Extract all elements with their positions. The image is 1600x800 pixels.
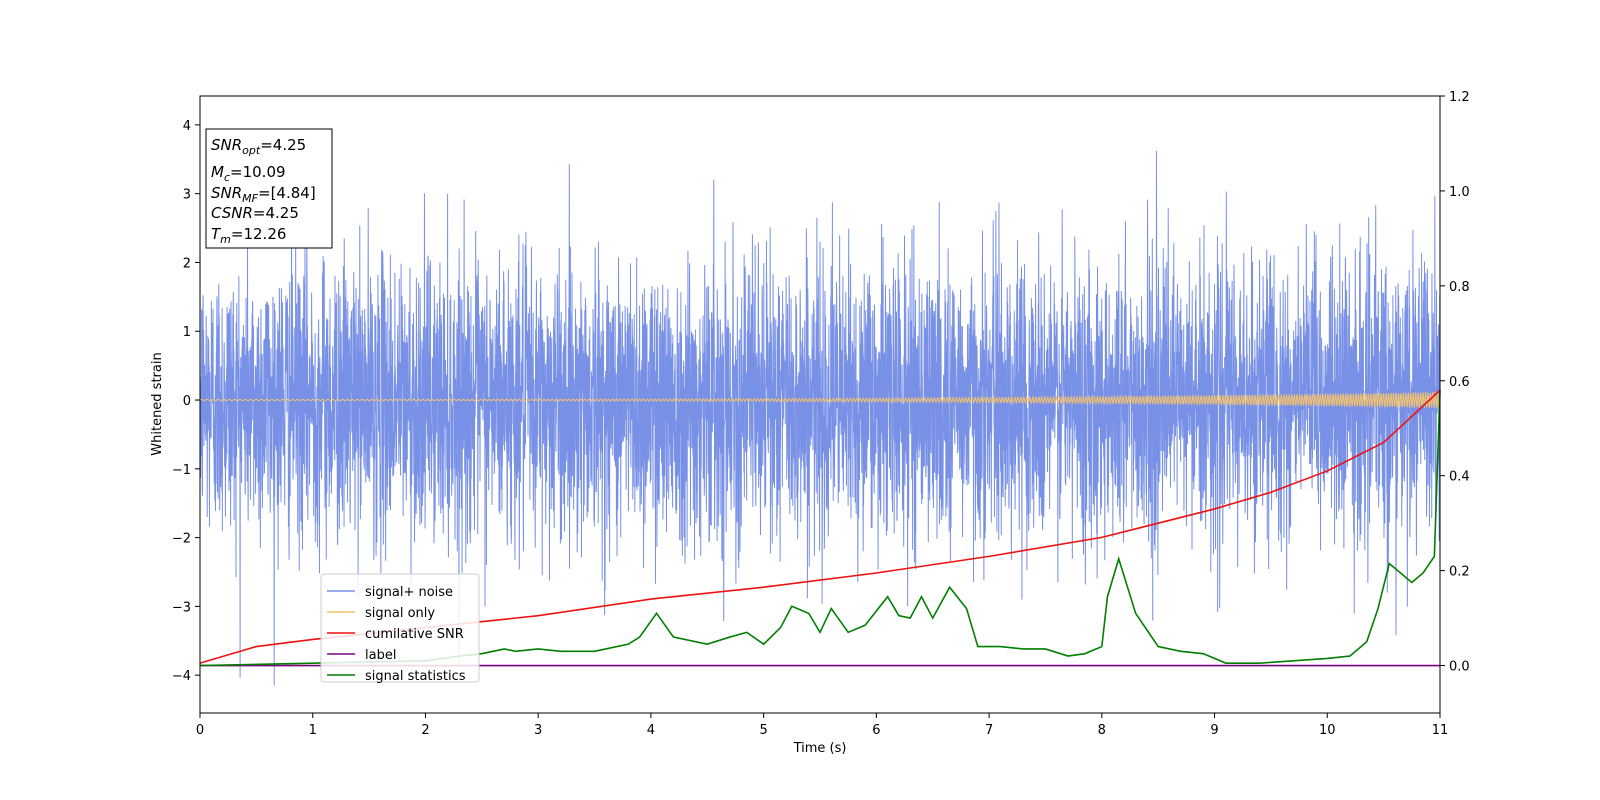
x-axis: 0 1 2 3 4 5 6 7 8 9 10 11 xyxy=(196,713,1448,738)
signal-only-series xyxy=(199,391,1441,409)
x-tick-label: 3 xyxy=(534,723,542,738)
right-y-tick-label: 0.4 xyxy=(1449,470,1470,485)
left-y-axis: 4 3 2 1 0 −1 −2 −3 −4 xyxy=(172,119,200,684)
left-y-tick-label: −1 xyxy=(172,463,191,478)
x-tick-label: 7 xyxy=(985,723,993,738)
x-tick-label: 9 xyxy=(1210,723,1218,738)
right-y-tick-label: 0.2 xyxy=(1449,565,1470,580)
legend-frame xyxy=(320,573,480,683)
left-y-tick-label: 1 xyxy=(183,325,191,340)
legend-label-signal-noise: signal+ noise xyxy=(365,585,453,600)
left-y-tick-label: −4 xyxy=(172,669,191,684)
x-tick-label: 8 xyxy=(1098,723,1106,738)
x-tick-label: 4 xyxy=(647,723,655,738)
right-y-tick-label: 1.2 xyxy=(1449,90,1470,105)
legend-label-signal-statistics: signal statistics xyxy=(365,669,466,684)
left-y-tick-label: 4 xyxy=(183,119,191,134)
x-axis-label: Time (s) xyxy=(793,741,847,756)
x-tick-label: 11 xyxy=(1432,723,1449,738)
legend: signal+ noise signal only cumilative SNR la… xyxy=(320,573,480,684)
x-tick-label: 10 xyxy=(1319,723,1336,738)
y-axis-label: Whitened strain xyxy=(150,352,165,455)
info-tm: Tm=12.26 xyxy=(211,225,286,246)
legend-label-cumilative-snr: cumilative SNR xyxy=(365,627,464,642)
legend-label-signal-only: signal only xyxy=(365,606,435,621)
info-snr-mf: SNRMF=[4.84] xyxy=(211,184,316,205)
signal-only-line xyxy=(199,391,1441,409)
left-y-tick-label: 0 xyxy=(183,394,191,409)
x-tick-label: 5 xyxy=(759,723,767,738)
left-y-tick-label: −2 xyxy=(172,532,191,547)
right-y-tick-label: 0.6 xyxy=(1449,375,1470,390)
info-csnr: CSNR=4.25 xyxy=(211,204,299,222)
plot-frame xyxy=(199,95,1441,714)
signal-statistics-line xyxy=(199,390,1441,667)
x-tick-label: 2 xyxy=(421,723,429,738)
info-box-frame xyxy=(205,128,333,249)
x-tick-label: 1 xyxy=(309,723,317,738)
right-y-tick-label: 1.0 xyxy=(1449,185,1470,200)
right-y-tick-label: 0.8 xyxy=(1449,280,1470,295)
x-tick-label: 6 xyxy=(872,723,880,738)
right-y-axis: 1.2 1.0 0.8 0.6 0.4 0.2 0.0 xyxy=(1440,90,1470,675)
right-y-tick-label: 0.0 xyxy=(1449,660,1470,675)
left-y-tick-label: 3 xyxy=(183,188,191,203)
info-mc: Mc=10.09 xyxy=(211,163,286,184)
info-snr-opt: SNRopt=4.25 xyxy=(211,136,306,157)
signal-noise-series xyxy=(199,150,1441,686)
left-y-tick-label: 2 xyxy=(183,256,191,271)
signal-noise-line xyxy=(199,150,1441,686)
legend-label-label: label xyxy=(365,648,396,663)
left-y-tick-label: −3 xyxy=(172,600,191,615)
x-tick-label: 0 xyxy=(196,723,204,738)
info-box: SNRopt=4.25 Mc=10.09 SNRMF=[4.84] CSNR=4… xyxy=(205,128,333,249)
